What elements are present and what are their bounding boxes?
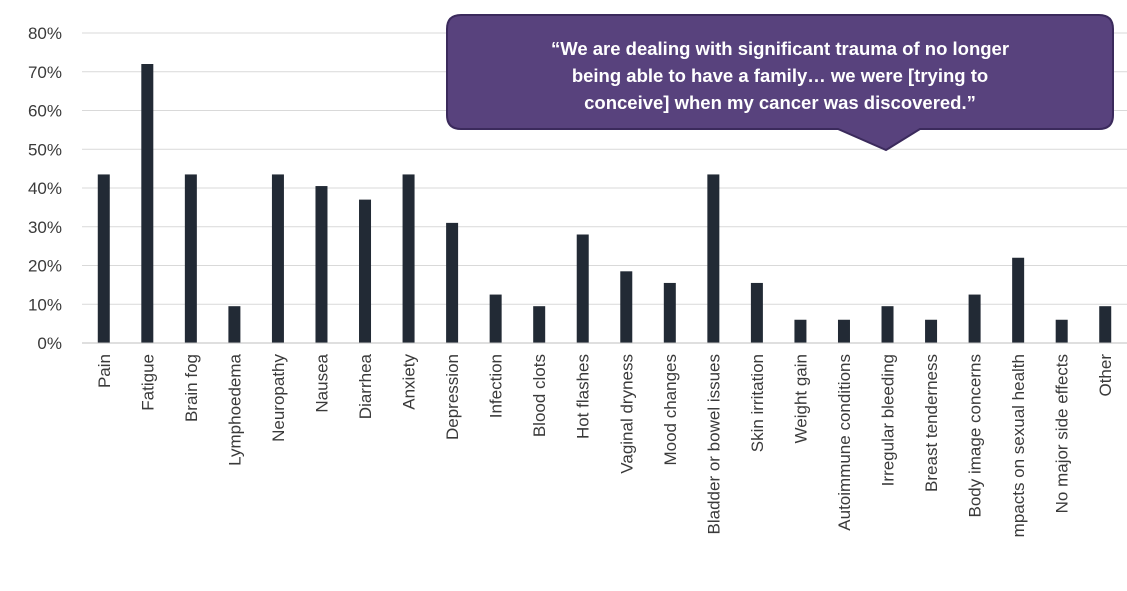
bar-diarrhea — [359, 199, 372, 343]
x-tick-label: Infection — [487, 354, 506, 418]
y-tick-label: 70% — [28, 63, 62, 82]
x-tick-label: Fatigue — [138, 354, 157, 411]
y-axis-tick-labels: 0% 10% 20% 30% 40% 50% 60% 70% 80% — [28, 24, 62, 353]
x-tick-label: Breast tenderness — [922, 354, 941, 492]
bar-pain — [97, 174, 110, 343]
bar-other — [1099, 306, 1112, 343]
bar-irregular-bleeding — [881, 306, 894, 343]
bar-fatigue — [141, 64, 154, 343]
x-tick-label: Anxiety — [400, 354, 419, 410]
x-tick-label: Weight gain — [791, 354, 810, 443]
callout-line-3: conceive] when my cancer was discovered.… — [584, 92, 976, 113]
bar-weight-gain — [794, 319, 807, 343]
y-tick-label: 0% — [37, 334, 62, 353]
bar-mood-changes — [663, 282, 676, 343]
bar-mpacts-on-sexual-health — [1012, 257, 1025, 343]
x-tick-label: Blood clots — [530, 354, 549, 437]
bar-infection — [489, 294, 502, 343]
y-tick-label: 20% — [28, 257, 62, 276]
bar-no-major-side-effects — [1055, 319, 1068, 343]
bar-nausea — [315, 186, 328, 343]
x-tick-label: Neuropathy — [269, 354, 288, 442]
x-tick-label: Skin irritation — [748, 354, 767, 452]
y-tick-label: 40% — [28, 179, 62, 198]
x-tick-label: Body image concerns — [966, 354, 985, 517]
bar-breast-tenderness — [925, 319, 938, 343]
quote-callout: “We are dealing with significant trauma … — [446, 14, 1114, 152]
y-tick-label: 30% — [28, 218, 62, 237]
x-tick-label: Vaginal dryness — [617, 354, 636, 474]
bar-brain-fog — [184, 174, 197, 343]
bar-depression — [446, 222, 459, 343]
x-tick-label: Autoimmune conditions — [835, 354, 854, 531]
callout-bubble — [446, 14, 1114, 152]
bar-autoimmune-conditions — [837, 319, 850, 343]
bar-hot-flashes — [576, 234, 589, 343]
x-tick-label: Lymphoedema — [225, 353, 244, 465]
y-tick-label: 60% — [28, 102, 62, 121]
x-tick-label: Hot flashes — [574, 354, 593, 439]
y-tick-label: 80% — [28, 24, 62, 43]
x-tick-label: Brain fog — [182, 354, 201, 422]
x-tick-label: Depression — [443, 354, 462, 440]
callout-line-2: being able to have a family… we were [tr… — [572, 65, 988, 86]
bar-anxiety — [402, 174, 415, 343]
callout-line-1: “We are dealing with significant trauma … — [551, 38, 1009, 59]
x-tick-label: Pain — [95, 354, 114, 388]
x-tick-label: Irregular bleeding — [879, 354, 898, 486]
bar-blood-clots — [533, 306, 546, 343]
x-tick-label: Nausea — [312, 353, 331, 412]
y-tick-label: 10% — [28, 295, 62, 314]
bar-bladder-or-bowel-issues — [707, 174, 720, 343]
x-tick-label: Mood changes — [661, 354, 680, 466]
x-tick-label: Other — [1096, 354, 1115, 397]
bar-lymphoedema — [228, 306, 241, 343]
x-tick-label: No major side effects — [1053, 354, 1072, 513]
y-tick-label: 50% — [28, 140, 62, 159]
x-axis-category-labels: Pain Fatigue Brain fog Lymphoedema Neuropath… — [95, 353, 1115, 537]
bar-vaginal-dryness — [620, 271, 633, 343]
x-tick-label: Bladder or bowel issues — [704, 354, 723, 534]
x-tick-label: Diarrhea — [356, 353, 375, 419]
bars — [97, 64, 1112, 343]
x-tick-label: mpacts on sexual health — [1009, 354, 1028, 537]
bar-neuropathy — [271, 174, 284, 343]
bar-body-image-concerns — [968, 294, 981, 343]
bar-skin-irritation — [750, 282, 763, 343]
